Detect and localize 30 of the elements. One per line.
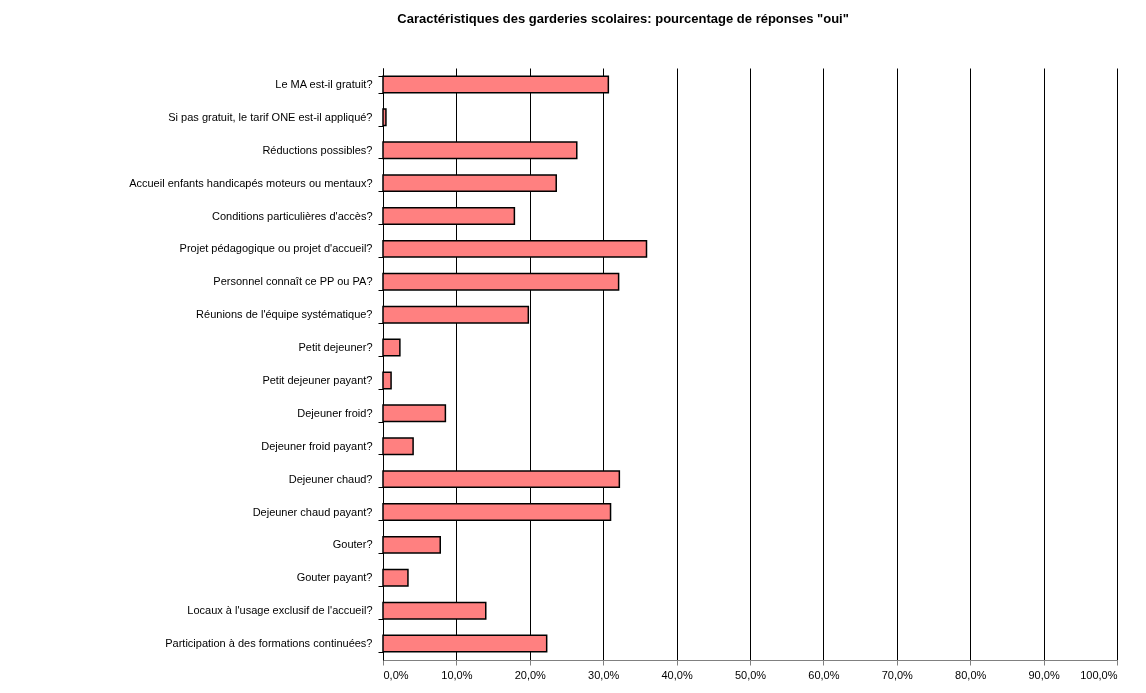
x-tick-label: 0,0%	[383, 668, 409, 681]
y-tick-label: Participation à des formations continuées?	[165, 637, 373, 650]
y-tick-label: Si pas gratuit, le tarif ONE est-il appliqué?	[168, 110, 373, 123]
x-tick-label: 60,0%	[808, 668, 840, 681]
x-tick-label: 10,0%	[441, 668, 473, 681]
x-tick-label: 90,0%	[1028, 668, 1060, 681]
x-tick-label: 50,0%	[734, 668, 767, 681]
y-tick-label: Dejeuner chaud payant?	[252, 505, 373, 518]
y-tick-label: Dejeuner froid payant?	[261, 439, 373, 452]
y-tick-label: Petit dejeuner?	[298, 341, 373, 354]
y-tick-label: Projet pédagogique ou projet d'accueil?	[179, 242, 373, 255]
x-tick-label: 20,0%	[514, 668, 547, 681]
x-tick-label: 100,0%	[1080, 668, 1118, 681]
y-tick-label: Dejeuner froid?	[297, 406, 373, 419]
x-tick-label: 40,0%	[661, 668, 693, 681]
y-tick-label: Conditions particulières d'accès?	[212, 209, 373, 222]
x-tick-label: 80,0%	[955, 668, 987, 681]
y-tick-label: Dejeuner chaud?	[288, 472, 373, 485]
x-tick-label: 70,0%	[881, 668, 914, 681]
y-tick-label: Réductions possibles?	[262, 143, 373, 156]
y-tick-label: Petit dejeuner payant?	[262, 373, 373, 386]
y-tick-label: Gouter?	[332, 538, 373, 551]
y-tick-label: Réunions de l'équipe systématique?	[196, 308, 373, 321]
y-tick-label: Locaux à l'usage exclusif de l'accueil?	[187, 604, 373, 617]
y-tick-label: Gouter payant?	[296, 571, 373, 584]
x-tick-label: 30,0%	[588, 668, 620, 681]
chart-title: Caractéristiques des garderies scolaires: pourcentage de réponses "oui"	[397, 11, 849, 26]
y-tick-label: Le MA est-il gratuit?	[275, 77, 373, 90]
y-tick-label: Personnel connaît ce PP ou PA?	[213, 275, 373, 288]
y-tick-label: Accueil enfants handicapés moteurs ou mentaux?	[129, 176, 373, 189]
